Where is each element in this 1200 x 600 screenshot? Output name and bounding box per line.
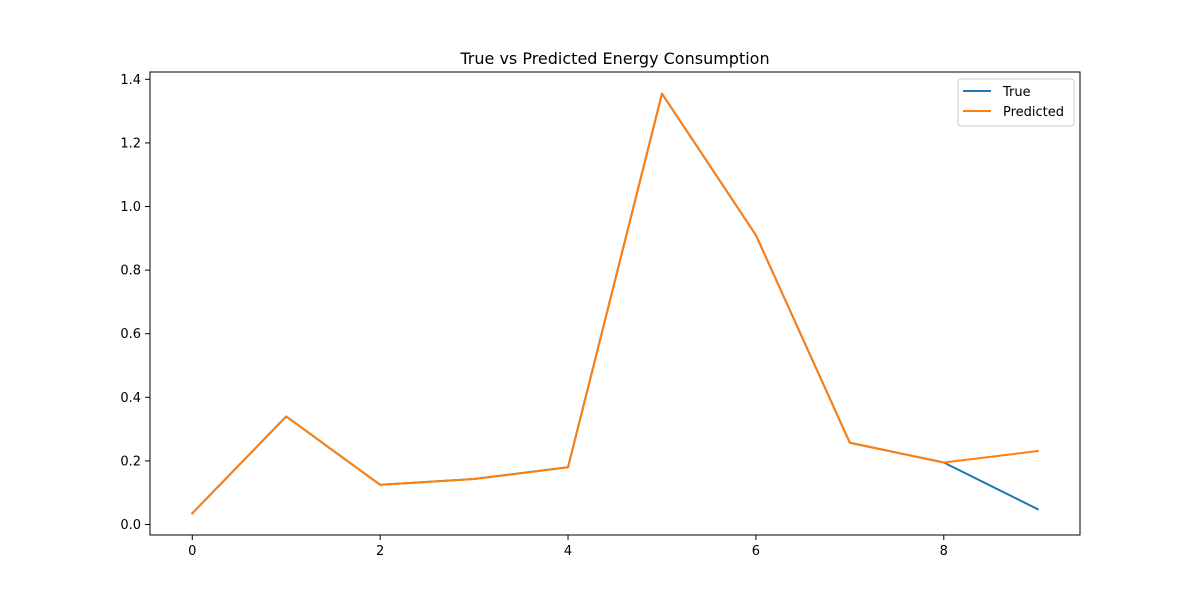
- x-tick-label: 0: [188, 544, 196, 559]
- y-axis: 0.0 0.2 0.4 0.6 0.8 1.0 1.2 1.4: [120, 73, 150, 533]
- legend: True Predicted: [957, 78, 1075, 127]
- y-tick-label: 0.2: [120, 454, 141, 469]
- x-tick-label: 4: [564, 544, 572, 559]
- y-tick-label: 1.2: [120, 136, 141, 151]
- y-tick-label: 0.8: [120, 264, 141, 279]
- x-tick-label: 8: [940, 544, 948, 559]
- x-tick-label: 2: [376, 544, 384, 559]
- x-axis: 0 2 4 6 8: [188, 535, 948, 559]
- legend-label-predicted: Predicted: [1003, 105, 1064, 120]
- plot-frame: [149, 71, 1081, 536]
- y-tick-label: 1.0: [120, 200, 141, 215]
- y-tick-label: 1.4: [120, 73, 141, 88]
- y-tick-label: 0.6: [120, 327, 141, 342]
- y-tick-label: 0.4: [120, 391, 141, 406]
- plot-area: [149, 71, 1081, 536]
- y-tick-label: 0.0: [120, 518, 141, 533]
- legend-label-true: True: [1002, 85, 1031, 100]
- chart-title: True vs Predicted Energy Consumption: [459, 49, 769, 68]
- x-tick-label: 6: [752, 544, 760, 559]
- series-line-predicted: [190, 92, 1039, 515]
